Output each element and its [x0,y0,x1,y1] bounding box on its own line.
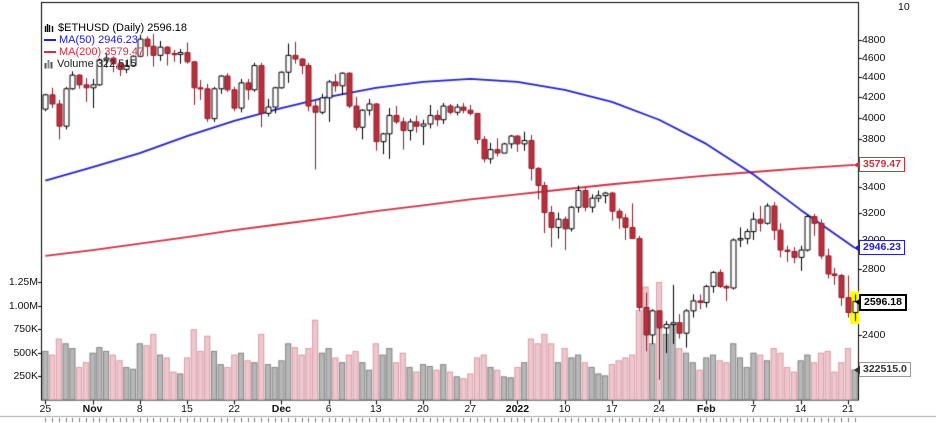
legend-ma200-row: MA(200) 3579.47 [44,46,187,58]
ma50-price-callout: 2946.23 [854,240,905,256]
ma200-line-swatch [44,51,56,53]
candlestick-chart-icon [44,23,55,34]
volume-bars-icon [44,59,54,69]
ma200-price-callout: 3579.47 [854,157,905,173]
legend-ma50-row: MA(50) 2946.23 [44,34,187,46]
ma200-legend-label: MA(200) 3579.47 [59,46,144,58]
volume-callout-value: 322515.0 [863,363,907,376]
legend-symbol-row: $ETHUSD (Daily) 2596.18 [44,22,187,34]
ma50-callout-value: 2946.23 [863,241,901,254]
volume-legend-label: Volume 322,515 [57,58,137,70]
last-price-callout: 2596.18 [855,293,907,311]
symbol-title: $ETHUSD (Daily) 2596.18 [58,22,187,34]
last-price-value: 2596.18 [864,295,902,308]
legend-volume-row: Volume 322,515 [44,58,187,70]
ma200-callout-value: 3579.47 [863,158,901,171]
chart-legend: $ETHUSD (Daily) 2596.18 MA(50) 2946.23 M… [44,22,187,70]
ma50-line-swatch [44,39,56,41]
volume-callout: 322515.0 [854,362,911,378]
ma50-legend-label: MA(50) 2946.23 [59,34,138,46]
